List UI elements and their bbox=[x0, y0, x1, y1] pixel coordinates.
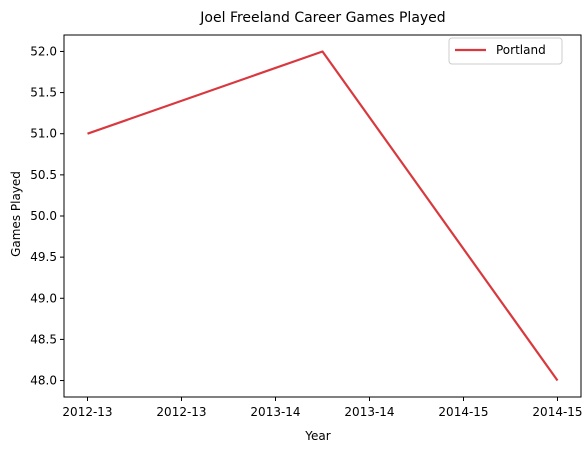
x-tick-label: 2014-15 bbox=[532, 405, 582, 419]
x-tick-label: 2012-13 bbox=[156, 405, 206, 419]
y-tick-label: 49.5 bbox=[30, 250, 57, 264]
legend-box bbox=[448, 37, 563, 65]
y-tick-label: 48.5 bbox=[30, 332, 57, 346]
y-tick-label: 52.0 bbox=[30, 44, 57, 58]
y-tick-label: 48.0 bbox=[30, 374, 57, 388]
y-tick-label: 50.0 bbox=[30, 209, 57, 223]
y-tick-label: 49.0 bbox=[30, 291, 57, 305]
plot-frame bbox=[63, 34, 582, 398]
plot-series bbox=[87, 50, 559, 382]
legend: Portland bbox=[448, 37, 563, 65]
series-line-portland bbox=[87, 50, 559, 382]
y-tick-label: 51.5 bbox=[30, 86, 57, 100]
legend-label: Portland bbox=[496, 43, 546, 57]
chart-title: Joel Freeland Career Games Played bbox=[199, 10, 445, 26]
x-axis-label: Year bbox=[304, 429, 330, 443]
x-axis: 2012-13 2012-13 2013-14 2013-14 2014-15 2014-… bbox=[62, 397, 582, 419]
y-axis: 48.0 48.5 49.0 49.5 50.0 50.5 51.0 51.5 52.0 bbox=[30, 44, 64, 388]
x-tick-label: 2012-13 bbox=[62, 405, 112, 419]
x-tick-label: 2013-14 bbox=[344, 405, 394, 419]
y-tick-label: 51.0 bbox=[30, 127, 57, 141]
y-axis-label: Games Played bbox=[9, 171, 23, 257]
y-tick-label: 50.5 bbox=[30, 168, 57, 182]
x-tick-label: 2013-14 bbox=[250, 405, 300, 419]
x-tick-label: 2014-15 bbox=[438, 405, 488, 419]
